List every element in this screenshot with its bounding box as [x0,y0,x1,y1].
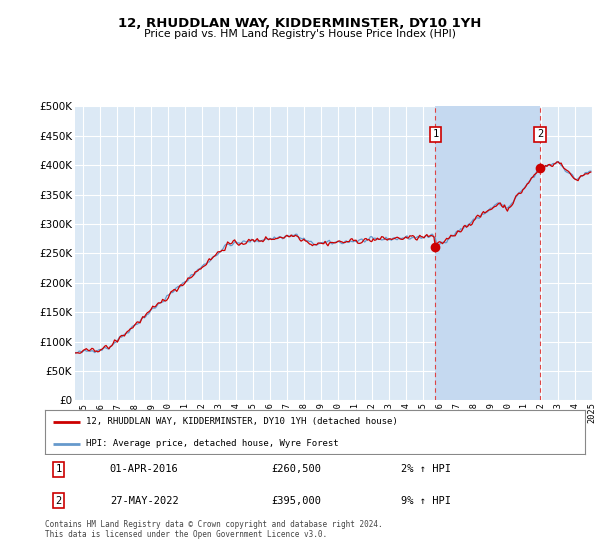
Text: 1: 1 [55,464,62,474]
Text: 27-MAY-2022: 27-MAY-2022 [110,496,179,506]
Text: Price paid vs. HM Land Registry's House Price Index (HPI): Price paid vs. HM Land Registry's House … [144,29,456,39]
Bar [436,106,540,400]
Text: 12, RHUDDLAN WAY, KIDDERMINSTER, DY10 1YH (detached house): 12, RHUDDLAN WAY, KIDDERMINSTER, DY10 1Y… [86,417,397,426]
Text: HPI: Average price, detached house, Wyre Forest: HPI: Average price, detached house, Wyre… [86,439,338,448]
Text: 9% ↑ HPI: 9% ↑ HPI [401,496,451,506]
Text: £395,000: £395,000 [272,496,322,506]
Text: 2: 2 [55,496,62,506]
Text: 2% ↑ HPI: 2% ↑ HPI [401,464,451,474]
Text: £260,500: £260,500 [272,464,322,474]
Text: Contains HM Land Registry data © Crown copyright and database right 2024.
This d: Contains HM Land Registry data © Crown c… [45,520,383,539]
Text: 01-APR-2016: 01-APR-2016 [110,464,179,474]
Text: 2: 2 [537,129,543,139]
Text: 1: 1 [432,129,439,139]
Text: 12, RHUDDLAN WAY, KIDDERMINSTER, DY10 1YH: 12, RHUDDLAN WAY, KIDDERMINSTER, DY10 1Y… [118,17,482,30]
